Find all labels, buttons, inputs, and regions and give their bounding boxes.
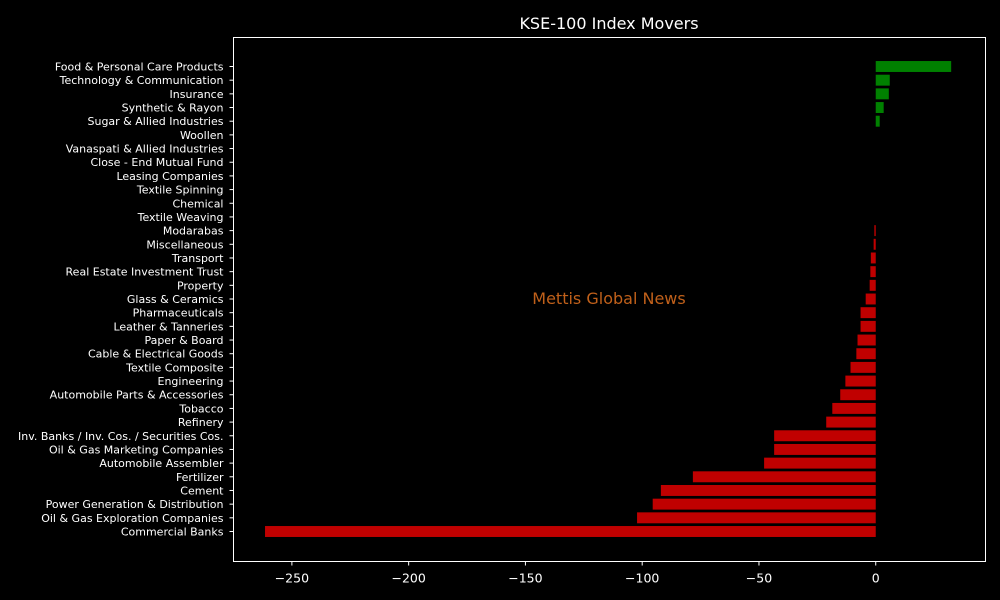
bar	[840, 389, 876, 401]
bar	[832, 402, 876, 414]
category-label: Tobacco	[178, 402, 223, 415]
x-tick-label: −50	[746, 571, 772, 586]
bar	[870, 252, 876, 264]
bar	[860, 307, 876, 319]
category-label: Cable & Electrical Goods	[88, 348, 224, 361]
bar	[856, 348, 876, 360]
category-labels-group: Food & Personal Care ProductsTechnology …	[18, 61, 234, 539]
x-ticks-group: −250 −200 −150 −100 −50 0	[275, 561, 880, 586]
bar	[660, 485, 876, 496]
category-label: Technology & Communication	[59, 74, 224, 87]
category-label: Real Estate Investment Trust	[66, 266, 225, 279]
bar	[870, 266, 876, 278]
bar	[875, 74, 890, 86]
category-label: Miscellaneous	[146, 238, 223, 251]
bar	[850, 361, 876, 373]
x-tick-label: −100	[625, 571, 659, 586]
category-label: Automobile Assembler	[99, 457, 224, 470]
watermark-text: Mettis Global News	[532, 289, 685, 308]
x-tick-label: −250	[275, 571, 309, 586]
bar	[774, 430, 876, 442]
bar	[692, 471, 876, 483]
bar	[874, 225, 876, 237]
category-label: Inv. Banks / Inv. Cos. / Securities Cos.	[18, 430, 223, 443]
bar	[875, 88, 889, 100]
category-label: Cement	[180, 484, 224, 497]
category-label: Leasing Companies	[116, 170, 223, 183]
bar	[774, 443, 876, 455]
bar	[265, 526, 876, 537]
category-label: Chemical	[172, 197, 223, 210]
bar	[764, 457, 876, 469]
bar	[826, 416, 876, 428]
category-label: Textile Composite	[125, 361, 224, 374]
bar	[860, 320, 876, 332]
category-label: Sugar & Allied Industries	[87, 115, 223, 128]
category-label: Property	[177, 279, 224, 292]
category-label: Power Generation & Distribution	[46, 498, 224, 511]
category-label: Leather & Tanneries	[113, 320, 223, 333]
bar	[637, 512, 876, 524]
chart-title: KSE-100 Index Movers	[519, 14, 698, 33]
bar	[652, 498, 876, 510]
category-label: Vanaspati & Allied Industries	[66, 143, 224, 156]
bar	[873, 238, 876, 250]
category-label: Glass & Ceramics	[127, 293, 224, 306]
category-label: Transport	[171, 252, 224, 265]
category-label: Insurance	[170, 88, 224, 101]
category-label: Refinery	[178, 416, 224, 429]
category-label: Food & Personal Care Products	[55, 61, 224, 74]
category-label: Oil & Gas Exploration Companies	[41, 512, 224, 525]
bar	[875, 61, 952, 72]
bar	[869, 279, 876, 291]
category-label: Pharmaceuticals	[133, 307, 224, 320]
bar	[857, 334, 876, 346]
category-label: Paper & Board	[144, 334, 223, 347]
category-label: Woollen	[180, 129, 224, 142]
category-label: Textile Spinning	[136, 184, 224, 197]
category-label: Modarabas	[163, 225, 224, 238]
category-label: Commercial Banks	[121, 526, 224, 539]
category-label: Engineering	[158, 375, 224, 388]
x-tick-label: −150	[508, 571, 542, 586]
x-tick-label: 0	[872, 571, 880, 586]
category-label: Synthetic & Rayon	[122, 102, 224, 115]
bar	[845, 375, 876, 387]
bar	[875, 115, 880, 127]
category-label: Fertilizer	[176, 471, 224, 484]
category-label: Close - End Mutual Fund	[90, 156, 223, 169]
category-label: Oil & Gas Marketing Companies	[49, 443, 224, 456]
bars-group	[265, 61, 952, 537]
category-label: Textile Weaving	[137, 211, 224, 224]
x-tick-label: −200	[391, 571, 425, 586]
bar	[875, 102, 884, 113]
category-label: Automobile Parts & Accessories	[50, 389, 224, 402]
bar	[865, 293, 876, 305]
